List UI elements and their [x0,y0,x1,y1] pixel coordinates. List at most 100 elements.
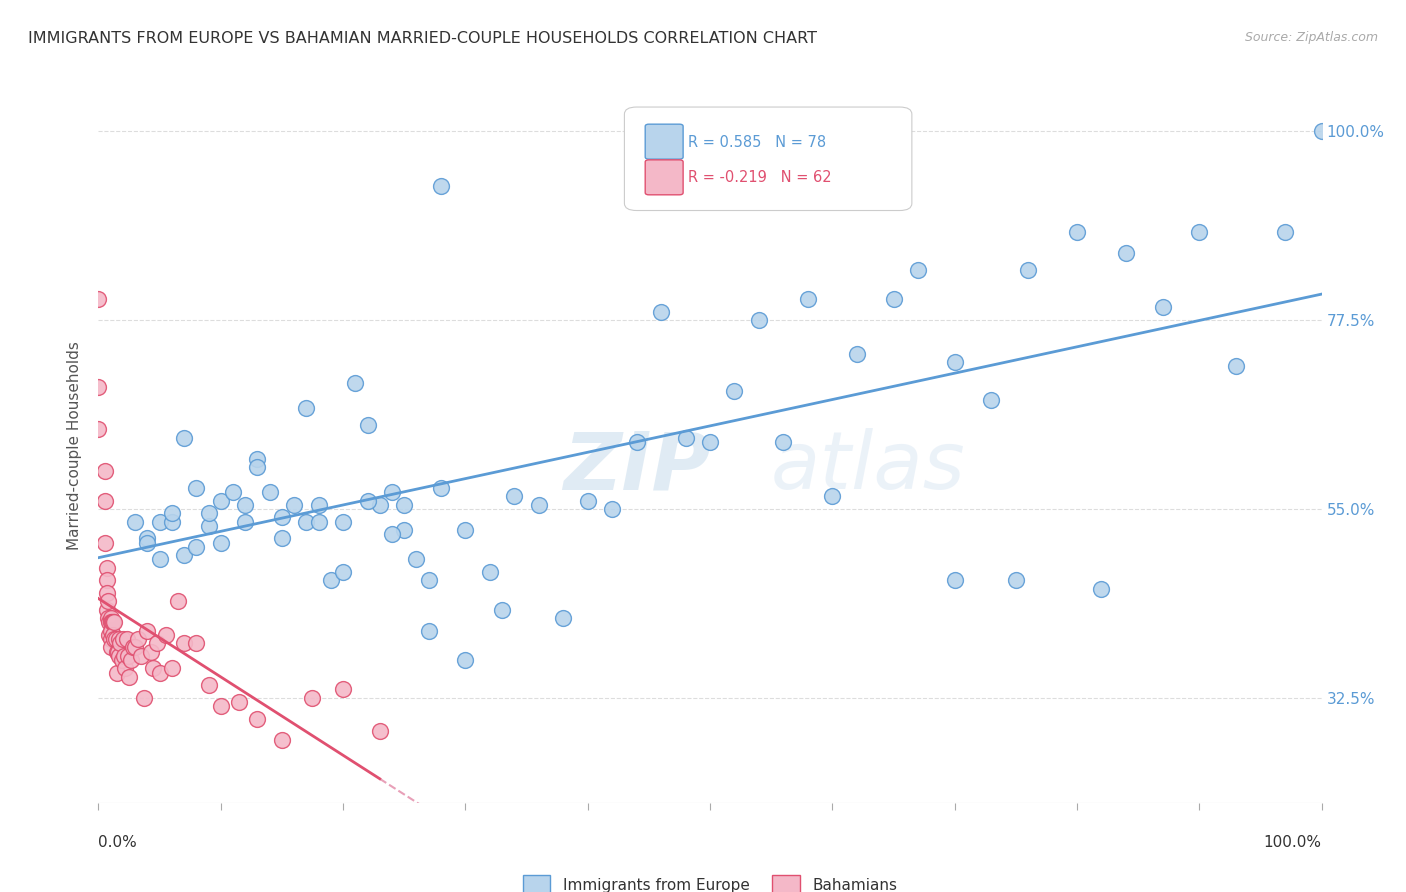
Point [332,682,354,697]
Point [108,648,131,663]
Point [527,498,550,512]
Point [93,535,115,549]
Point [115,632,138,646]
Point [344,376,367,390]
Point [576,493,599,508]
Point [1152,301,1174,315]
Point [197,506,219,520]
Point [100,611,122,625]
Point [295,401,318,416]
Point [87,380,110,394]
Point [173,636,195,650]
Point [136,535,159,549]
Point [600,502,623,516]
Point [332,565,354,579]
Point [105,665,128,680]
Point [503,489,526,503]
Point [295,515,318,529]
Point [907,262,929,277]
Point [96,603,118,617]
Point [1066,225,1088,239]
Point [96,574,118,588]
Point [87,422,110,436]
Point [454,653,477,667]
Point [454,523,477,537]
Point [1310,124,1333,138]
Point [101,615,124,630]
Point [246,460,269,475]
Point [270,510,294,524]
Point [96,560,118,574]
Point [118,670,141,684]
Point [117,648,139,663]
Point [121,640,143,655]
Point [772,434,794,449]
Point [142,661,165,675]
Point [100,615,122,630]
Point [845,346,868,360]
Point [381,485,404,500]
Point [124,640,146,655]
Point [100,632,122,646]
Point [93,464,115,478]
Point [222,485,245,500]
Text: atlas: atlas [772,428,966,507]
Point [98,628,121,642]
Point [108,632,131,646]
Point [146,636,169,650]
Point [405,552,427,566]
Point [883,292,905,306]
Point [197,678,219,692]
Point [381,527,404,541]
Point [1188,225,1211,239]
Point [368,724,391,739]
Point [132,690,155,705]
Point [259,485,281,500]
Point [104,632,127,646]
Point [675,431,697,445]
Y-axis label: Married-couple Households: Married-couple Households [67,342,83,550]
Point [120,653,142,667]
FancyBboxPatch shape [624,107,912,211]
Point [129,648,152,663]
Point [103,632,125,646]
Point [650,304,672,318]
Point [980,392,1002,407]
Point [228,695,250,709]
Point [553,611,575,625]
Point [943,355,966,369]
Point [270,732,294,747]
Point [723,384,745,399]
Point [87,292,110,306]
Point [748,313,770,327]
Point [418,574,440,588]
Text: R = -0.219   N = 62: R = -0.219 N = 62 [688,170,831,186]
Point [233,498,256,512]
Point [246,451,269,466]
Point [626,434,648,449]
Point [319,574,342,588]
Point [1090,582,1112,596]
Point [98,615,121,630]
Point [332,515,354,529]
Point [209,699,232,714]
Text: R = 0.585   N = 78: R = 0.585 N = 78 [688,135,827,150]
Text: 0.0%: 0.0% [98,836,138,850]
Point [1225,359,1247,374]
Point [233,515,256,529]
Point [96,586,118,600]
Point [392,523,416,537]
Point [430,178,453,193]
Point [246,712,269,726]
Point [136,532,159,546]
Point [368,498,391,512]
Point [149,665,172,680]
Point [149,552,172,566]
Point [100,624,122,638]
Point [173,548,195,562]
Point [124,515,146,529]
Point [301,690,323,705]
Point [209,535,232,549]
Point [197,518,219,533]
Point [418,624,440,638]
